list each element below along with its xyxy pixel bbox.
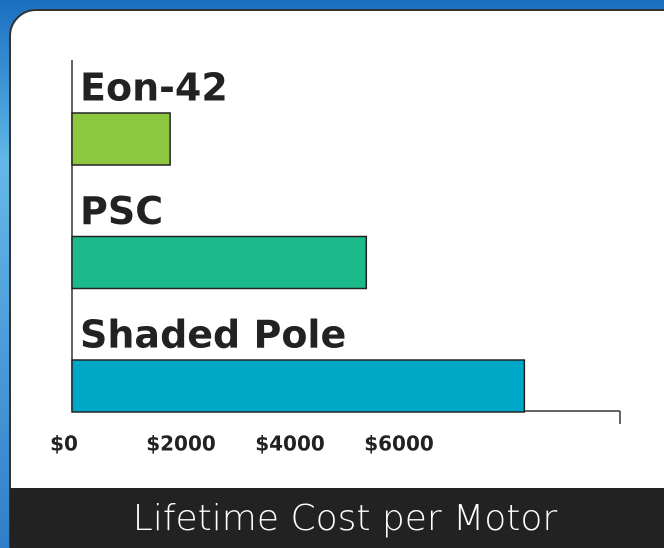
- bar: [71, 112, 171, 166]
- x-tick-label: $2000: [146, 432, 216, 456]
- x-tick-label: $0: [50, 432, 78, 456]
- bar: [71, 235, 368, 290]
- category-label: Eon-42: [80, 66, 228, 110]
- category-label: PSC: [80, 189, 163, 233]
- title-bar: [10, 488, 664, 548]
- chart-title: Lifetime Cost per Motor: [133, 498, 558, 539]
- x-tick-label: $6000: [364, 432, 434, 456]
- x-tick-label: $4000: [255, 432, 325, 456]
- category-label: Shaded Pole: [80, 313, 346, 357]
- bar: [71, 359, 526, 413]
